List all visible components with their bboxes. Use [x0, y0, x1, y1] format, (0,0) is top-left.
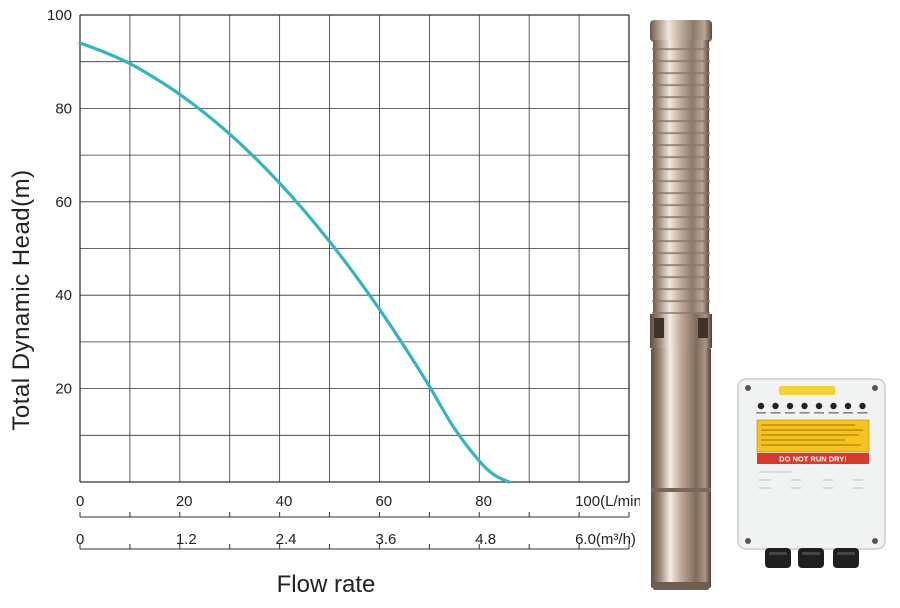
- pump-stage-ring: [652, 192, 710, 195]
- pump-stage-ring: [652, 240, 710, 243]
- pump-motor: [651, 348, 711, 588]
- controller-warning-text: DO NOT RUN DRY!: [779, 455, 847, 464]
- chart-grid: [79, 14, 630, 483]
- pump-stage-ring: [652, 132, 710, 135]
- x-m3h-tick-label: 1.2: [176, 531, 197, 548]
- x-lpm-tick-label: 60: [375, 493, 392, 510]
- controller-indicator-row: [756, 402, 868, 414]
- pump-stage-ring: [652, 204, 710, 207]
- pump-stage-ring: [652, 180, 710, 183]
- pump-stage-ring: [652, 276, 710, 279]
- x-lpm-tick-label: 20: [176, 493, 193, 510]
- pump-motor-base: [653, 582, 709, 590]
- x-axis-ticks-m3h: 0 1.2 2.4 3.6 4.8 6.0(m³/h): [76, 531, 636, 550]
- controller-indicator-caption: [799, 412, 810, 414]
- pump-stage-ring: [652, 300, 710, 303]
- controller-indicator-caption: [843, 412, 853, 414]
- x-lpm-tick-label: 40: [276, 493, 293, 510]
- x-axis-ticks-lpm: 0 20 40 60 80 100(L/min): [76, 493, 640, 518]
- pump-stage-ring: [652, 252, 710, 255]
- pump-head: [650, 20, 712, 42]
- pump-stage-ring: [652, 48, 710, 51]
- pump-controller-image: DO NOT RUN DRY!: [737, 378, 886, 568]
- controller-indicator-caption: [857, 412, 868, 414]
- controller-indicator-led: [830, 402, 837, 410]
- y-axis-ticks: 20 40 60 80 100: [47, 7, 72, 398]
- controller-indicator-led: [801, 402, 808, 410]
- pump-intake-slot-right: [698, 318, 708, 338]
- controller-indicator-led: [786, 402, 794, 410]
- pump-intake-slot-left: [654, 318, 664, 338]
- y-tick-label: 100: [47, 7, 72, 24]
- x-m3h-tick-label: 4.8: [475, 531, 496, 548]
- pump-stage-ring: [652, 84, 710, 87]
- performance-curve-layer: [78, 41, 511, 484]
- controller-spec-lines: [759, 471, 863, 489]
- controller-cable-glands: [765, 548, 859, 568]
- controller-indicator-led: [757, 402, 765, 410]
- pump-stage-ring: [652, 264, 710, 267]
- pump-stage-ring: [652, 156, 710, 159]
- pump-stage-rings: [652, 48, 710, 315]
- y-tick-label: 80: [55, 100, 72, 117]
- pump-stage-ring: [652, 96, 710, 99]
- pump-stage-ring: [652, 120, 710, 123]
- controller-screw-br: [872, 538, 878, 544]
- y-tick-label: 40: [55, 287, 72, 304]
- controller-indicator-led: [844, 402, 852, 410]
- pump-stage-ring: [652, 108, 710, 111]
- pump-stage-ring: [652, 72, 710, 75]
- controller-indicator-led: [772, 402, 779, 410]
- x-lpm-tick-label: 100(L/min): [575, 493, 640, 510]
- controller-screw-tr: [872, 385, 878, 391]
- x-m3h-tick-label: 3.6: [375, 531, 396, 548]
- pump-stage-ring: [652, 60, 710, 63]
- y-tick-label: 20: [55, 381, 72, 398]
- pump-stage-ring: [652, 288, 710, 291]
- series-line: [78, 41, 511, 484]
- controller-screw-tl: [745, 385, 751, 391]
- x-lpm-tick-label: 80: [475, 493, 492, 510]
- y-axis-label: Total Dynamic Head(m): [8, 169, 35, 430]
- controller-indicator-caption: [770, 412, 781, 414]
- controller-screw-bl: [745, 538, 751, 544]
- controller-caution-lines: [761, 424, 863, 446]
- controller-top-label: [779, 386, 835, 395]
- controller-indicator-caption: [785, 412, 795, 414]
- controller-indicator-led: [859, 402, 866, 410]
- x-axis-label: Flow rate: [277, 571, 376, 598]
- x-m3h-tick-label: 0: [76, 531, 84, 548]
- pump-stage-ring: [652, 168, 710, 171]
- pump-stage-body: [653, 40, 709, 318]
- controller-indicator-caption: [756, 412, 766, 414]
- pump-motor-band: [651, 488, 711, 492]
- submersible-pump-image: [650, 20, 712, 590]
- pump-stage-ring: [652, 216, 710, 219]
- pump-stage-ring: [652, 228, 710, 231]
- y-tick-label: 60: [55, 194, 72, 211]
- controller-indicator-caption: [828, 412, 839, 414]
- controller-indicator-led: [815, 402, 823, 410]
- x-lpm-tick-label: 0: [76, 493, 84, 510]
- pump-stage-ring: [652, 144, 710, 147]
- x-m3h-tick-label: 6.0(m³/h): [575, 531, 636, 548]
- x-m3h-tick-label: 2.4: [276, 531, 297, 548]
- controller-indicator-caption: [814, 412, 824, 414]
- controller-warning-banner: [757, 453, 869, 464]
- pump-performance-chart: 20 40 60 80 100 0 20 40 60 80 100(L/min) 0 1.2 2.4 3…: [8, 7, 640, 598]
- pump-stage-ring: [652, 312, 710, 315]
